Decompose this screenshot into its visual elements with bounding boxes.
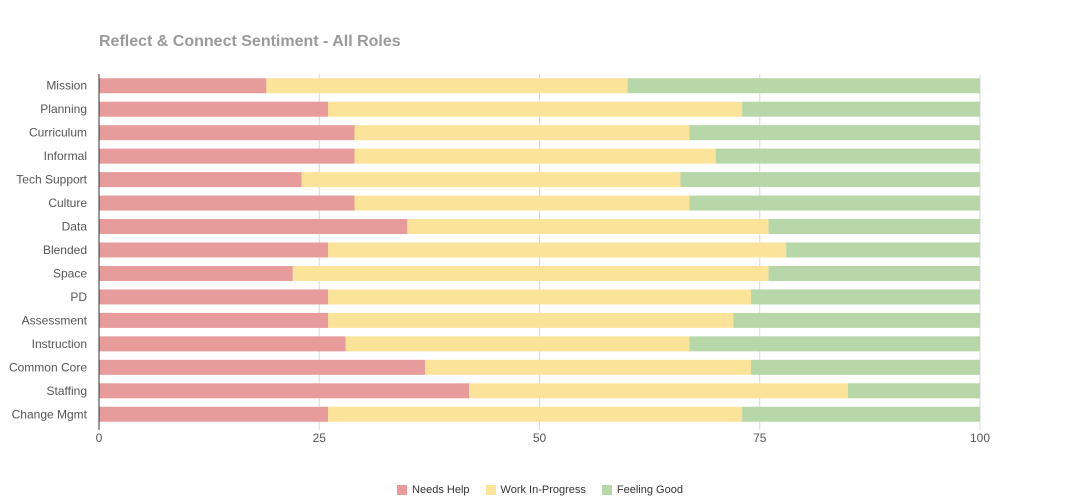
legend-item[interactable]: Work In-Progress <box>485 484 586 496</box>
category-label: Curriculum <box>29 126 87 140</box>
bar-work-in-progress[interactable] <box>328 242 787 258</box>
legend-label: Work In-Progress <box>500 484 586 496</box>
bar-work-in-progress[interactable] <box>469 383 848 399</box>
bar-work-in-progress[interactable] <box>266 78 628 94</box>
bar-feeling-good[interactable] <box>715 148 980 164</box>
legend-swatch <box>397 485 408 495</box>
x-tick-label: 75 <box>753 431 767 445</box>
bar-needs-help[interactable] <box>99 242 329 258</box>
bar-work-in-progress[interactable] <box>328 406 743 422</box>
bar-feeling-good[interactable] <box>768 265 980 281</box>
legend-label: Needs Help <box>412 484 470 496</box>
bar-work-in-progress[interactable] <box>301 172 681 188</box>
bar-work-in-progress[interactable] <box>328 312 734 328</box>
category-label: Common Core <box>9 360 87 374</box>
bar-needs-help[interactable] <box>99 78 267 94</box>
category-label: Blended <box>43 243 87 257</box>
chart-plot: 0 25 50 75 100 Mission Planning Curriculum Infor… <box>9 74 990 445</box>
x-tick-label: 25 <box>313 431 327 445</box>
bar-needs-help[interactable] <box>99 265 293 281</box>
bar-feeling-good[interactable] <box>847 383 980 399</box>
bar-needs-help[interactable] <box>99 125 355 141</box>
bar-needs-help[interactable] <box>99 195 355 211</box>
category-label: Space <box>53 266 87 280</box>
bar-needs-help[interactable] <box>99 359 425 375</box>
bar-needs-help[interactable] <box>99 148 355 164</box>
category-label: Instruction <box>32 337 87 351</box>
legend-item[interactable]: Feeling Good <box>601 484 683 496</box>
bar-work-in-progress[interactable] <box>292 265 769 281</box>
bar-work-in-progress[interactable] <box>354 148 716 164</box>
category-label: Tech Support <box>16 173 87 187</box>
category-label: Assessment <box>22 313 88 327</box>
category-label: Data <box>62 220 88 234</box>
bar-work-in-progress[interactable] <box>354 125 690 141</box>
bar-needs-help[interactable] <box>99 312 329 328</box>
x-tick-label: 0 <box>96 431 103 445</box>
category-label: Staffing <box>47 384 87 398</box>
legend-swatch <box>601 485 612 495</box>
bar-feeling-good[interactable] <box>689 195 980 211</box>
legend-swatch <box>485 485 496 495</box>
bar-work-in-progress[interactable] <box>424 359 751 375</box>
category-label: Change Mgmt <box>12 407 88 421</box>
bar-feeling-good[interactable] <box>680 172 980 188</box>
bar-work-in-progress[interactable] <box>354 195 690 211</box>
category-label: PD <box>70 290 87 304</box>
bar-needs-help[interactable] <box>99 101 329 117</box>
bar-feeling-good[interactable] <box>768 219 980 235</box>
x-tick-label: 50 <box>533 431 547 445</box>
bar-needs-help[interactable] <box>99 289 329 305</box>
category-label: Informal <box>44 149 87 163</box>
bar-work-in-progress[interactable] <box>328 101 743 117</box>
bar-needs-help[interactable] <box>99 219 408 235</box>
bar-feeling-good[interactable] <box>689 125 980 141</box>
legend-label: Feeling Good <box>616 484 683 496</box>
category-label: Culture <box>48 196 87 210</box>
bar-needs-help[interactable] <box>99 336 346 352</box>
category-label: Mission <box>46 79 87 93</box>
bar-feeling-good[interactable] <box>742 101 980 117</box>
bar-work-in-progress[interactable] <box>407 219 769 235</box>
bar-feeling-good[interactable] <box>689 336 980 352</box>
legend-item[interactable]: Needs Help <box>397 484 470 496</box>
bar-feeling-good[interactable] <box>627 78 980 94</box>
bar-needs-help[interactable] <box>99 383 470 399</box>
bar-needs-help[interactable] <box>99 406 329 422</box>
bar-work-in-progress[interactable] <box>345 336 690 352</box>
bar-feeling-good[interactable] <box>742 406 980 422</box>
chart-title: Reflect & Connect Sentiment - All Roles <box>99 33 401 50</box>
bar-feeling-good[interactable] <box>750 289 980 305</box>
bar-feeling-good[interactable] <box>750 359 980 375</box>
category-label: Planning <box>40 102 87 116</box>
bar-feeling-good[interactable] <box>786 242 980 258</box>
x-tick-label: 100 <box>970 431 990 445</box>
bar-work-in-progress[interactable] <box>328 289 751 305</box>
legend: Needs Help Work In-Progress Feeling Good <box>0 484 1080 496</box>
bar-feeling-good[interactable] <box>733 312 980 328</box>
bar-needs-help[interactable] <box>99 172 302 188</box>
